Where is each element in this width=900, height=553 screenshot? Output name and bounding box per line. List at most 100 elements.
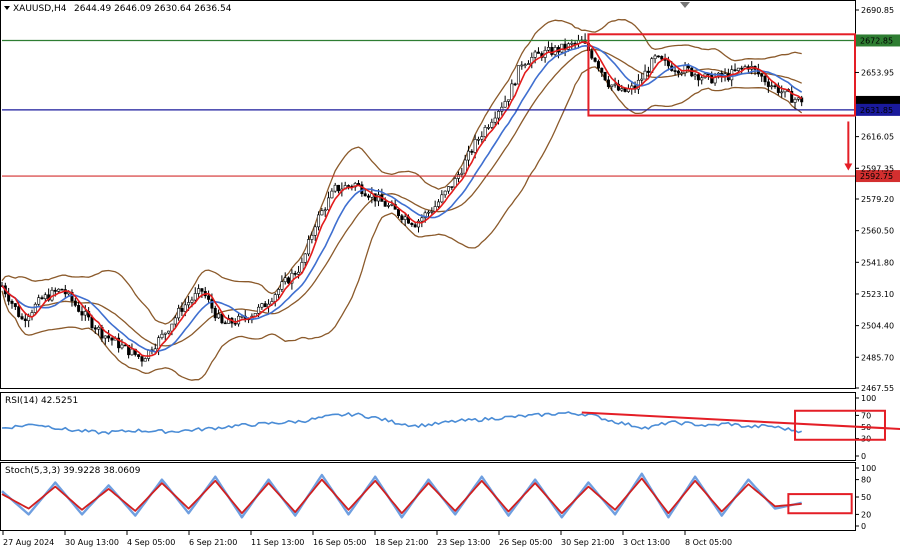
candle-body [387, 205, 391, 207]
bollinger-middle [1, 48, 802, 347]
candle-body [603, 72, 607, 81]
candle-body [280, 281, 284, 290]
candle-body [403, 216, 407, 220]
candle-body [180, 308, 184, 312]
candle-body [93, 327, 97, 330]
stoch-tick-label: 80 [861, 476, 871, 485]
candle-body [400, 215, 404, 220]
time-tick-label: 4 Sep 05:00 [127, 538, 175, 547]
rsi-plot: 1007050300 [1, 394, 900, 461]
candle-body [173, 317, 177, 325]
candle-body [163, 332, 167, 335]
candle-body [233, 322, 237, 325]
candle-body [263, 303, 267, 308]
price-tick-label: 2597.35 [861, 164, 894, 173]
candle-body [207, 295, 211, 300]
candle-body [130, 348, 134, 356]
candle-body [160, 333, 164, 338]
time-axis: 27 Aug 2024 30 Aug 13:00 4 Sep 05:00 6 Sep … [2, 531, 732, 547]
candle-body [476, 138, 480, 141]
time-tick-label: 16 Sep 05:00 [313, 538, 366, 547]
candle-body [57, 288, 61, 292]
candle-body [490, 121, 494, 128]
candle-body [187, 302, 191, 306]
candle-body [397, 209, 401, 217]
candle-body [240, 315, 244, 318]
candle-body [733, 69, 737, 72]
candle-body [310, 234, 314, 240]
candle-body [520, 64, 524, 67]
candle-body [653, 55, 657, 60]
time-tick-label: 8 Oct 05:00 [685, 538, 732, 547]
candle-body [736, 67, 740, 71]
candle-body [676, 70, 680, 74]
candle-body [20, 316, 24, 320]
candle-body [680, 72, 684, 75]
scroll-marker-icon[interactable] [680, 2, 690, 8]
candles [0, 33, 804, 367]
candle-body [486, 127, 490, 129]
candle-body [97, 326, 101, 330]
down-arrow-head [844, 163, 853, 171]
symbol-label[interactable]: XAUUSD,H4 [13, 4, 67, 14]
ma-slow-line [1, 44, 803, 353]
candle-body [686, 65, 690, 69]
time-tick-label: 27 Aug 2024 [3, 538, 54, 547]
candle-body [596, 61, 600, 69]
time-tick-label: 26 Sep 05:00 [499, 538, 552, 547]
candle-body [560, 43, 564, 53]
stoch-highlight-box [787, 493, 853, 515]
candle-body [140, 356, 144, 362]
bollinger-upper [1, 18, 802, 325]
candle-body [287, 277, 291, 284]
candle-body [23, 318, 27, 322]
annotations [587, 33, 856, 171]
rsi-panel [0, 392, 856, 461]
candle-body [483, 127, 487, 137]
candle-body [413, 224, 417, 228]
rsi-tick-label: 0 [861, 452, 866, 461]
candle-body [137, 354, 141, 357]
candle-body [333, 184, 337, 192]
candle-body [210, 299, 214, 309]
candle-body [450, 186, 454, 188]
candle-body [293, 272, 297, 275]
candle-body [323, 209, 327, 212]
candle-body [107, 335, 111, 339]
price-tick-label: 2579.20 [861, 195, 894, 204]
candle-body [410, 222, 414, 225]
candle-body [290, 272, 294, 284]
candle-body [683, 65, 687, 74]
candle-body [470, 150, 474, 153]
candle-body [656, 55, 660, 58]
time-tick-label: 18 Sep 21:00 [375, 538, 428, 547]
candle-body [83, 311, 87, 316]
candle-body [417, 220, 421, 228]
symbol-dropdown-icon[interactable] [4, 6, 10, 10]
candle-body [646, 70, 650, 73]
rsi-highlight-box [794, 409, 886, 441]
time-tick-label: 23 Sep 13:00 [437, 538, 490, 547]
candle-body [383, 201, 387, 207]
stoch-tick-label: 50 [861, 493, 871, 502]
candle-body [660, 55, 664, 60]
candle-body [13, 303, 17, 307]
candle-body [423, 212, 427, 219]
candle-body [297, 271, 301, 275]
candle-body [546, 47, 550, 51]
candle-body [790, 90, 794, 103]
candle-body [260, 303, 264, 308]
time-tick-label: 11 Sep 13:00 [251, 538, 304, 547]
candle-body [526, 63, 530, 65]
candle-body [17, 306, 21, 317]
candle-body [10, 300, 14, 304]
stoch-tick-label: 20 [861, 510, 871, 519]
candle-body [67, 292, 71, 295]
time-tick-label: 30 Aug 13:00 [65, 538, 119, 547]
candle-body [367, 195, 371, 198]
stoch-main-line [1, 472, 802, 519]
stoch-signal-line [1, 477, 802, 515]
candle-body [503, 101, 507, 108]
price-tick-label: 2467.55 [861, 384, 894, 393]
